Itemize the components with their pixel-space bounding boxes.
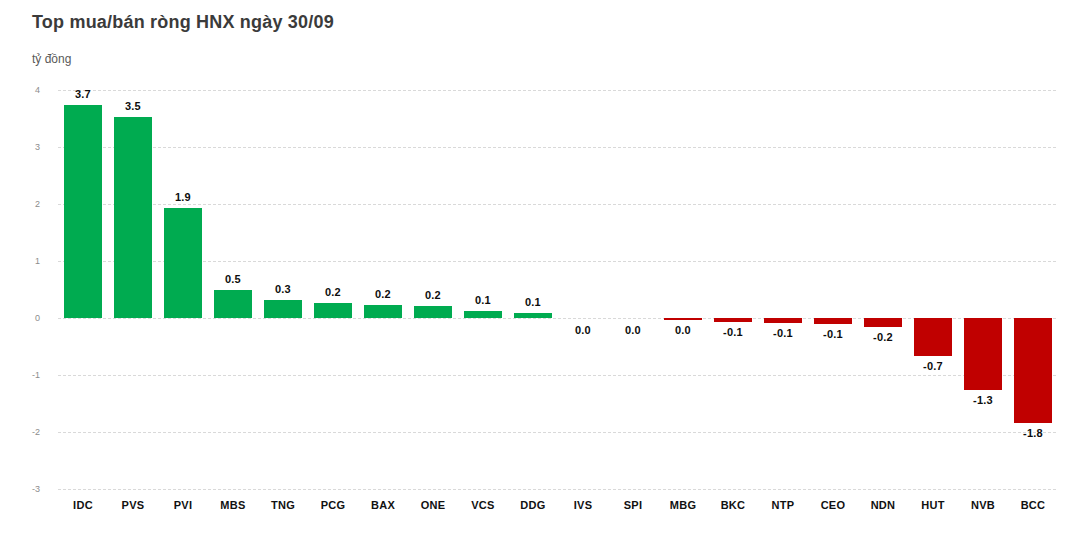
- gridline-y--2: [58, 432, 1056, 433]
- y-axis-tick-0: 0: [6, 313, 40, 323]
- gridline-y--1: [58, 375, 1056, 376]
- bar-NVB: [964, 318, 1002, 390]
- x-axis-category-SPI: SPI: [608, 499, 658, 511]
- bar-value-label-IVS: 0.0: [558, 324, 608, 336]
- x-axis-category-PCG: PCG: [308, 499, 358, 511]
- bar-value-label-HUT: -0.7: [908, 360, 958, 372]
- x-axis-category-MBS: MBS: [208, 499, 258, 511]
- y-axis-tick-2: 2: [6, 199, 40, 209]
- bar-ONE: [414, 306, 452, 318]
- bar-value-label-PVI: 1.9: [158, 191, 208, 203]
- bar-NTP: [764, 318, 802, 323]
- y-axis-tick-1: 1: [6, 256, 40, 266]
- gridline-y-1: [58, 261, 1056, 262]
- x-axis-category-NTP: NTP: [758, 499, 808, 511]
- bar-PVS: [114, 117, 152, 318]
- y-axis-tick--1: -1: [6, 370, 40, 380]
- x-axis-category-PVI: PVI: [158, 499, 208, 511]
- bar-CEO: [814, 318, 852, 324]
- chart-page: Top mua/bán ròng HNX ngày 30/09 tỷ đồng …: [0, 0, 1075, 537]
- bar-value-label-SPI: 0.0: [608, 324, 658, 336]
- bar-value-label-MBG: 0.0: [658, 324, 708, 336]
- x-axis-category-CEO: CEO: [808, 499, 858, 511]
- bar-value-label-BKC: -0.1: [708, 326, 758, 338]
- bar-IDC: [64, 105, 102, 318]
- y-axis-tick-4: 4: [6, 85, 40, 95]
- bar-BCC: [1014, 318, 1052, 423]
- bar-value-label-NDN: -0.2: [858, 331, 908, 343]
- bar-MBG: [664, 318, 702, 320]
- bar-value-label-DDG: 0.1: [508, 296, 558, 308]
- bar-value-label-ONE: 0.2: [408, 289, 458, 301]
- bar-TNG: [264, 300, 302, 318]
- y-axis-tick-3: 3: [6, 142, 40, 152]
- x-axis-category-DDG: DDG: [508, 499, 558, 511]
- bar-value-label-BAX: 0.2: [358, 288, 408, 300]
- y-axis-tick--3: -3: [6, 484, 40, 494]
- bar-PVI: [164, 208, 202, 318]
- bar-chart-plot-area: 4 3 2 1 0 -1 -2 -3 3.7 IDC 3.5 PVS 1.9 PVI 0.5 MBS 0.3 TN…: [0, 0, 1075, 537]
- x-axis-category-BCC: BCC: [1008, 499, 1058, 511]
- x-axis-category-NDN: NDN: [858, 499, 908, 511]
- bar-value-label-CEO: -0.1: [808, 328, 858, 340]
- bar-BAX: [364, 305, 402, 318]
- bar-HUT: [914, 318, 952, 356]
- x-axis-category-IVS: IVS: [558, 499, 608, 511]
- bar-value-label-TNG: 0.3: [258, 283, 308, 295]
- x-axis-category-BAX: BAX: [358, 499, 408, 511]
- x-axis-category-HUT: HUT: [908, 499, 958, 511]
- x-axis-category-MBG: MBG: [658, 499, 708, 511]
- x-axis-category-BKC: BKC: [708, 499, 758, 511]
- gridline-y-2: [58, 204, 1056, 205]
- bar-value-label-NVB: -1.3: [958, 394, 1008, 406]
- bar-PCG: [314, 303, 352, 318]
- gridline-y-3: [58, 147, 1056, 148]
- bar-value-label-VCS: 0.1: [458, 294, 508, 306]
- bar-BKC: [714, 318, 752, 322]
- x-axis-category-ONE: ONE: [408, 499, 458, 511]
- x-axis-category-IDC: IDC: [58, 499, 108, 511]
- bar-NDN: [864, 318, 902, 327]
- y-axis-tick--2: -2: [6, 427, 40, 437]
- bar-value-label-PVS: 3.5: [108, 100, 158, 112]
- bar-value-label-BCC: -1.8: [1008, 427, 1058, 439]
- bar-DDG: [514, 313, 552, 318]
- bar-value-label-IDC: 3.7: [58, 88, 108, 100]
- gridline-y-0: [58, 318, 1056, 319]
- gridline-y--3: [58, 489, 1056, 490]
- bar-value-label-NTP: -0.1: [758, 327, 808, 339]
- bar-value-label-PCG: 0.2: [308, 286, 358, 298]
- x-axis-category-VCS: VCS: [458, 499, 508, 511]
- x-axis-category-TNG: TNG: [258, 499, 308, 511]
- bar-value-label-MBS: 0.5: [208, 273, 258, 285]
- gridline-y-4: [58, 90, 1056, 91]
- x-axis-category-NVB: NVB: [958, 499, 1008, 511]
- bar-MBS: [214, 290, 252, 318]
- bar-VCS: [464, 311, 502, 318]
- x-axis-category-PVS: PVS: [108, 499, 158, 511]
